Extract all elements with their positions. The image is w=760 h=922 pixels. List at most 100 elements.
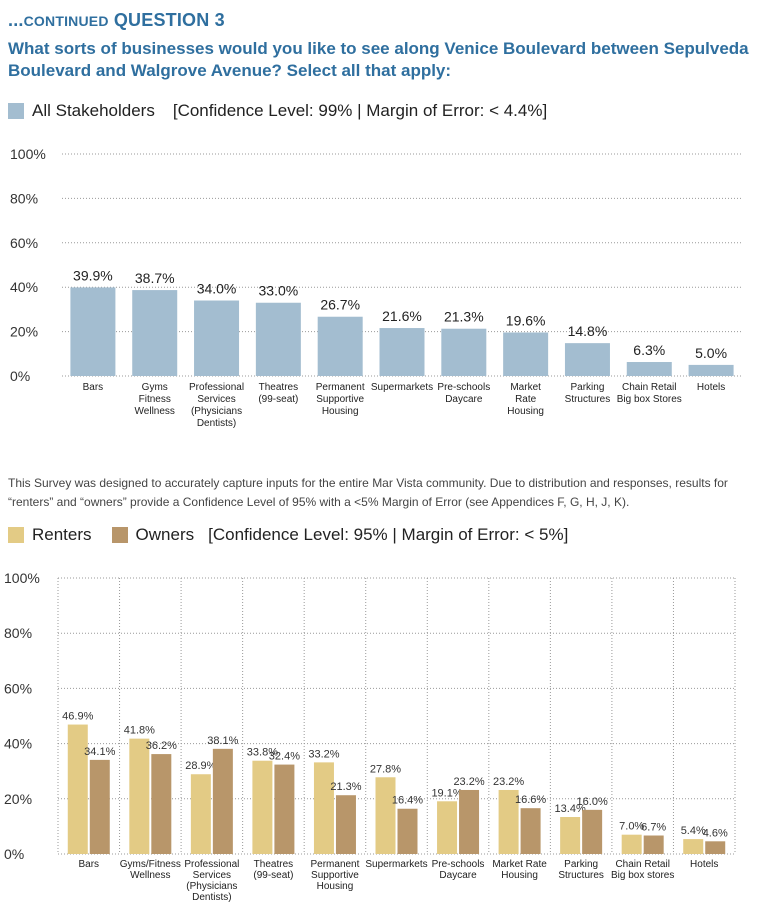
category-label: Permanent xyxy=(310,859,359,870)
renters-value-label: 23.2% xyxy=(493,776,524,788)
category-label: Professional xyxy=(184,859,239,870)
renters-label: Renters xyxy=(32,525,92,544)
bar xyxy=(626,362,672,376)
renters-value-label: 33.2% xyxy=(308,748,339,760)
renters-bar xyxy=(313,762,334,854)
renters-value-label: 33.8% xyxy=(247,747,278,759)
owners-value-label: 6.7% xyxy=(641,822,666,834)
category-label: Housing xyxy=(501,870,538,881)
stakeholders-label: All Stakeholders xyxy=(32,101,155,120)
value-label: 39.9% xyxy=(73,267,113,283)
owners-bar xyxy=(397,808,418,854)
owners-bar xyxy=(335,795,356,854)
category-label: Structures xyxy=(565,394,611,405)
y-tick-label: 100% xyxy=(4,570,40,586)
renters-bar xyxy=(375,777,396,854)
bar xyxy=(379,328,425,376)
bar xyxy=(70,287,116,376)
value-label: 33.0% xyxy=(259,283,299,299)
owners-value-label: 4.6% xyxy=(703,827,728,839)
bar xyxy=(441,328,487,376)
category-label: Pre-schools xyxy=(437,382,490,393)
value-label: 38.7% xyxy=(135,270,175,286)
owners-value-label: 16.0% xyxy=(577,796,608,808)
continued-question-label: ...CONTINUED QUESTION 3 xyxy=(8,10,225,30)
stakeholders-bar-chart: 0% 20% 40% 60% 80% 100% 39.9% Bars 38.7% GymsFitn… xyxy=(10,146,742,429)
renters-value-label: 28.9% xyxy=(185,760,216,772)
category-label: Wellness xyxy=(130,870,170,881)
y-tick-label: 80% xyxy=(4,625,32,641)
category-label: Housing xyxy=(507,406,544,417)
renters-bar xyxy=(129,738,150,854)
bar xyxy=(255,302,301,376)
legend-renters-owners: Renters Owners [Confidence Level: 95% | … xyxy=(8,525,568,545)
renters-value-label: 46.9% xyxy=(62,711,93,723)
owners-swatch xyxy=(111,527,128,543)
category-label: Services xyxy=(193,870,231,881)
category-label: Big box Stores xyxy=(617,394,682,405)
bar xyxy=(503,332,549,376)
y-tick-label: 20% xyxy=(10,324,38,340)
owners-value-label: 32.4% xyxy=(269,751,300,763)
category-label: Theatres xyxy=(254,859,293,870)
category-label: (Physicians xyxy=(191,406,242,417)
category-label: Theatres xyxy=(259,382,298,393)
bar xyxy=(688,364,734,376)
category-label: (99-seat) xyxy=(258,394,298,405)
renters-value-label: 27.8% xyxy=(370,763,401,775)
category-label: Services xyxy=(197,394,235,405)
stakeholders-swatch xyxy=(8,103,24,119)
bar xyxy=(317,316,363,376)
owners-value-label: 38.1% xyxy=(207,735,238,747)
category-label: Supportive xyxy=(311,870,359,881)
renters-swatch xyxy=(8,527,24,543)
owners-bar xyxy=(582,809,603,854)
owners-bar xyxy=(705,841,726,854)
bar xyxy=(132,290,178,376)
category-label: Parking xyxy=(564,859,598,870)
owners-value-label: 34.1% xyxy=(84,746,115,758)
renters-value-label: 7.0% xyxy=(619,821,644,833)
owners-bar xyxy=(89,759,110,854)
owners-value-label: 16.4% xyxy=(392,795,423,807)
question-text: What sorts of businesses would you like … xyxy=(8,39,749,80)
renters-value-label: 13.4% xyxy=(555,803,586,815)
category-label: Parking xyxy=(571,382,605,393)
value-label: 6.3% xyxy=(633,342,665,358)
renters-value-label: 41.8% xyxy=(124,725,155,737)
y-tick-label: 100% xyxy=(10,146,46,162)
category-label: Rate xyxy=(515,394,537,405)
owners-value-label: 36.2% xyxy=(146,740,177,752)
category-label: Big box stores xyxy=(611,870,674,881)
y-tick-label: 60% xyxy=(4,680,32,696)
y-tick-label: 40% xyxy=(4,736,32,752)
owners-bar xyxy=(459,789,480,854)
renters-owners-confidence: [Confidence Level: 95% | Margin of Error… xyxy=(208,525,569,544)
category-label: Housing xyxy=(322,406,359,417)
y-tick-label: 60% xyxy=(10,235,38,251)
category-label: Wellness xyxy=(135,406,175,417)
category-label: Structures xyxy=(558,870,604,881)
category-label: Permanent xyxy=(316,382,365,393)
owners-label: Owners xyxy=(135,525,195,544)
renters-bar xyxy=(621,834,642,854)
legend-all-stakeholders: All Stakeholders [Confidence Level: 99% … xyxy=(8,101,547,121)
category-label: Chain Retail xyxy=(615,859,669,870)
owners-value-label: 21.3% xyxy=(330,781,361,793)
owners-bar xyxy=(212,748,233,854)
category-label: Daycare xyxy=(439,870,477,881)
value-label: 21.6% xyxy=(382,308,422,324)
y-tick-label: 0% xyxy=(4,846,24,862)
value-label: 21.3% xyxy=(444,309,484,325)
category-label: Professional xyxy=(189,382,244,393)
category-label: (99-seat) xyxy=(253,870,293,881)
owners-bar xyxy=(643,835,664,854)
category-label: Market Rate xyxy=(492,859,547,870)
y-tick-label: 40% xyxy=(10,279,38,295)
category-label: Supermarkets xyxy=(371,382,433,393)
renters-bar xyxy=(683,839,704,854)
category-label: Dentists) xyxy=(197,418,236,429)
stakeholders-confidence: [Confidence Level: 99% | Margin of Error… xyxy=(172,101,548,120)
category-label: Daycare xyxy=(445,394,483,405)
renters-value-label: 5.4% xyxy=(681,825,706,837)
